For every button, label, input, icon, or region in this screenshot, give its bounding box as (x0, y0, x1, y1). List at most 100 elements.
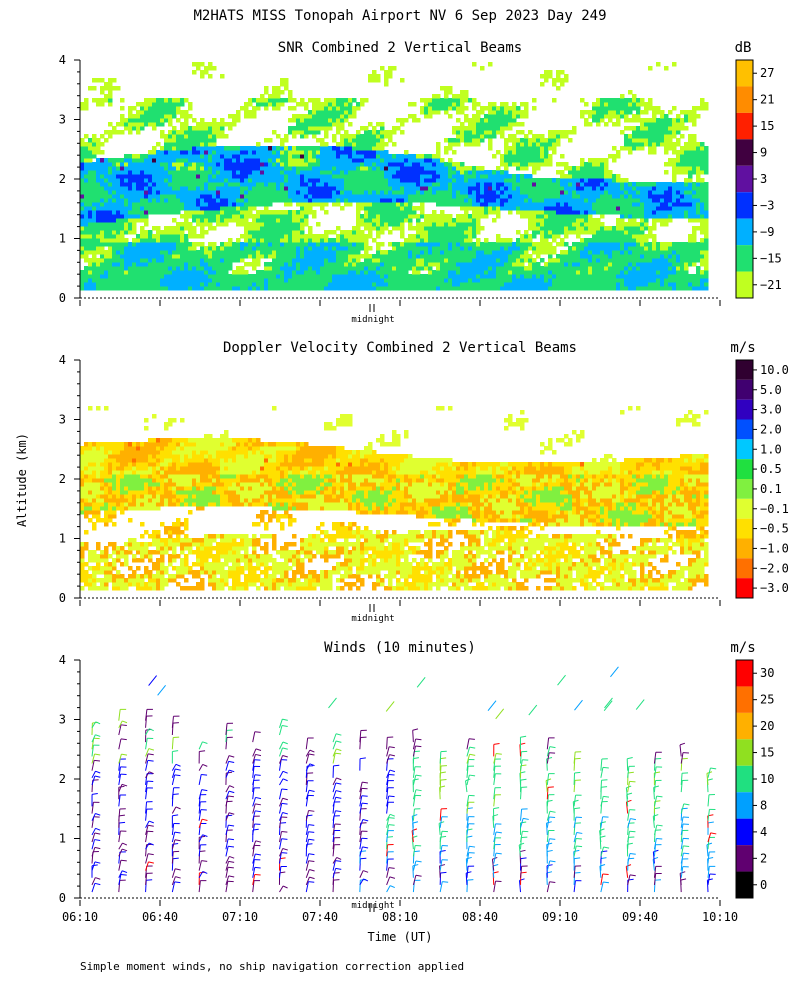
snr-cell (424, 194, 429, 199)
snr-cell (420, 186, 425, 191)
snr-cell (460, 230, 465, 235)
snr-cell (196, 150, 201, 155)
snr-cell (252, 106, 257, 111)
snr-cell (280, 278, 285, 283)
snr-cell (148, 182, 153, 187)
snr-cell (428, 154, 433, 159)
snr-cell (476, 190, 481, 195)
snr-cell (84, 186, 89, 191)
snr-cell (344, 194, 349, 199)
snr-cell (132, 126, 137, 131)
snr-cell (504, 282, 509, 287)
snr-cell (356, 286, 361, 291)
snr-cell (108, 218, 113, 223)
snr-cell (308, 258, 313, 263)
snr-cell (128, 194, 133, 199)
snr-cell (508, 146, 513, 151)
snr-cell (432, 258, 437, 263)
snr-cell (392, 202, 397, 207)
snr-cell (604, 270, 609, 275)
snr-cell (284, 154, 289, 159)
snr-cell (216, 162, 221, 167)
snr-cell (516, 110, 521, 115)
snr-cell (292, 166, 297, 171)
snr-cell (448, 202, 453, 207)
snr-cell (264, 210, 269, 215)
snr-cell (528, 194, 533, 199)
snr-cell (476, 250, 481, 255)
snr-cell (304, 126, 309, 131)
snr-cell (368, 254, 373, 259)
snr-cell (512, 190, 517, 195)
snr-cell (276, 146, 281, 151)
snr-cell (264, 218, 269, 223)
snr-cell (200, 174, 205, 179)
snr-cell (300, 226, 305, 231)
snr-cell (400, 174, 405, 179)
snr-cell (244, 194, 249, 199)
snr-cell (432, 198, 437, 203)
snr-cell (156, 162, 161, 167)
snr-cell (152, 250, 157, 255)
snr-cell (296, 186, 301, 191)
snr-cell (416, 274, 421, 279)
snr-cell (584, 222, 589, 227)
snr-cell (436, 146, 441, 151)
snr-cell (564, 178, 569, 183)
snr-cell (592, 218, 597, 223)
snr-cell (472, 174, 477, 179)
snr-cell (148, 262, 153, 267)
snr-cell (588, 282, 593, 287)
snr-cell (456, 102, 461, 107)
snr-cell (516, 282, 521, 287)
snr-cell (244, 202, 249, 207)
snr-cell (108, 166, 113, 171)
snr-cell (520, 194, 525, 199)
snr-cell (324, 242, 329, 247)
snr-cell (520, 182, 525, 187)
snr-cell (192, 170, 197, 175)
snr-cell (288, 198, 293, 203)
snr-cell (80, 254, 85, 259)
snr-cell (340, 102, 345, 107)
snr-cell (272, 94, 277, 99)
snr-cell (288, 250, 293, 255)
snr-cell (500, 258, 505, 263)
snr-cell (216, 282, 221, 287)
snr-cell (372, 178, 377, 183)
snr-cell (232, 158, 237, 163)
snr-cell (456, 126, 461, 131)
snr-cell (128, 162, 133, 167)
snr-cell (568, 202, 573, 207)
snr-cell (532, 286, 537, 291)
snr-cell (420, 230, 425, 235)
snr-cell (588, 278, 593, 283)
snr-cell (388, 210, 393, 215)
snr-cell (500, 154, 505, 159)
snr-cell (100, 78, 105, 83)
snr-cell (432, 210, 437, 215)
snr-cell (564, 242, 569, 247)
snr-cell (244, 162, 249, 167)
snr-cell (224, 162, 229, 167)
snr-cell (464, 170, 469, 175)
snr-cell (280, 266, 285, 271)
snr-cell (432, 190, 437, 195)
snr-cell (80, 106, 85, 111)
snr-cell (300, 154, 305, 159)
snr-cell (184, 162, 189, 167)
snr-cell (324, 146, 329, 151)
snr-cell (280, 174, 285, 179)
snr-cell (160, 206, 165, 211)
snr-cell (212, 242, 217, 247)
snr-cell (100, 158, 105, 163)
snr-cell (168, 246, 173, 251)
snr-cell (568, 286, 573, 291)
snr-cell (332, 102, 337, 107)
snr-cell (188, 234, 193, 239)
snr-cell (464, 114, 469, 119)
snr-cell (404, 150, 409, 155)
snr-cell (96, 218, 101, 223)
snr-cell (460, 198, 465, 203)
snr-cell (452, 222, 457, 227)
